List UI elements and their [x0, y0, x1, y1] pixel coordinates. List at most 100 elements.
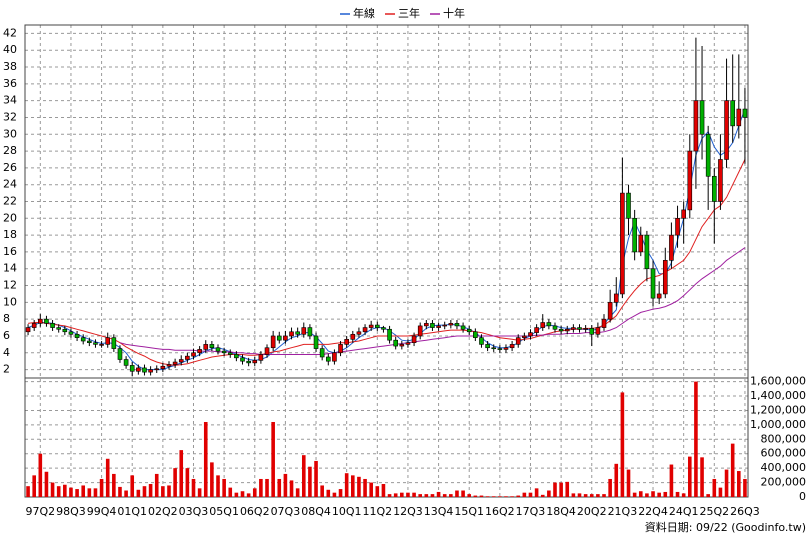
volume-bar [93, 488, 98, 497]
y-tick-label: 30 [3, 127, 17, 140]
volume-bar [308, 466, 312, 497]
volume-bar [638, 491, 643, 497]
volume-bar [651, 491, 655, 497]
volume-bar [700, 457, 704, 497]
candle-body [687, 150, 693, 211]
volume-bar [645, 493, 649, 497]
volume-bar [216, 475, 220, 497]
candle-body [699, 100, 705, 135]
candle-body [295, 331, 300, 335]
candle-body [160, 365, 166, 370]
candle-body [436, 325, 441, 328]
candle-body [246, 360, 251, 364]
volume-bar [455, 490, 459, 497]
legend-label: 十年 [443, 6, 465, 20]
candle-body [552, 325, 558, 330]
volume-bar [553, 482, 557, 497]
candle-body [583, 328, 588, 330]
candle-body [620, 192, 625, 295]
x-tick-label: 06Q2 [240, 505, 270, 518]
candle-body [166, 364, 172, 367]
volume-bar [418, 494, 422, 497]
candle-body [430, 323, 435, 328]
x-tick-label: 10Q1 [332, 505, 362, 518]
volume-bar [295, 488, 300, 497]
volume-bar [534, 488, 539, 497]
candle-body [509, 344, 515, 349]
volume-bar [540, 494, 545, 497]
volume-bar [314, 460, 318, 497]
volume-bar [99, 478, 104, 497]
volume-bar [338, 489, 343, 497]
volume-bar [504, 496, 508, 497]
x-tick-label: 99Q4 [87, 505, 117, 518]
volume-bar [277, 478, 282, 497]
y-tick-label: 8 [3, 312, 10, 325]
volume-bar [344, 473, 349, 497]
candle-body [319, 348, 325, 358]
candle-body [209, 344, 215, 349]
candle-body [68, 331, 74, 335]
volume-bar [681, 493, 686, 497]
volume-bar [589, 494, 594, 497]
candle-body [558, 328, 564, 332]
y-tick-label: 12 [3, 279, 17, 292]
volume-bar [657, 492, 661, 497]
x-tick-label: 11Q2 [362, 505, 392, 518]
candle-body [485, 344, 490, 349]
volume-bar [271, 421, 275, 497]
legend-label: 三年 [398, 6, 420, 20]
volume-bar [608, 478, 612, 497]
volume-bar [571, 493, 576, 497]
x-tick-label: 05Q1 [209, 505, 239, 518]
candle-body [534, 327, 539, 333]
volume-bar [228, 487, 233, 497]
candle-body [270, 335, 276, 349]
volume-bar [265, 478, 269, 497]
volume-bar [663, 491, 668, 497]
candle-body [712, 175, 717, 202]
candle-body [240, 357, 245, 362]
volume-bar [491, 496, 496, 497]
candle-body [742, 108, 748, 118]
candle-body [473, 331, 478, 338]
candle-body [172, 361, 178, 365]
candle-body [595, 327, 601, 335]
candle-body [669, 234, 674, 261]
volume-bar [87, 488, 92, 497]
candle-body [283, 335, 288, 341]
volume-bar [63, 484, 67, 497]
volume-bar [240, 491, 245, 497]
volume-bar [442, 494, 447, 497]
volume-bar [400, 492, 404, 497]
y2-tick-label: 0 [799, 490, 806, 503]
candle-body [656, 293, 662, 299]
volume-bar [289, 480, 294, 497]
y-tick-label: 22 [3, 195, 17, 208]
candle-body [681, 209, 686, 219]
x-tick-label: 08Q4 [301, 505, 331, 518]
x-tick-label: 16Q2 [485, 505, 515, 518]
volume-bar [387, 494, 392, 497]
volume-bar [712, 478, 717, 497]
candle-body [129, 365, 135, 372]
candle-body [252, 360, 258, 364]
y-tick-label: 10 [3, 295, 17, 308]
y-tick-label: 18 [3, 228, 17, 241]
candle-body [381, 327, 386, 330]
volume-bar [669, 464, 674, 497]
candle-body [601, 318, 607, 328]
y2-tick-label: 200,000 [761, 476, 807, 489]
x-tick-label: 26Q3 [730, 505, 760, 518]
candle-body [626, 192, 631, 219]
x-tick-label: 02Q2 [148, 505, 178, 518]
candle-body [650, 268, 656, 299]
volume-bar [301, 455, 306, 497]
volume-bar [724, 469, 729, 497]
volume-bar [81, 485, 86, 497]
volume-bar [461, 490, 465, 497]
volume-bar [130, 475, 135, 497]
candle-body [387, 328, 392, 341]
volume-bar [222, 478, 226, 497]
